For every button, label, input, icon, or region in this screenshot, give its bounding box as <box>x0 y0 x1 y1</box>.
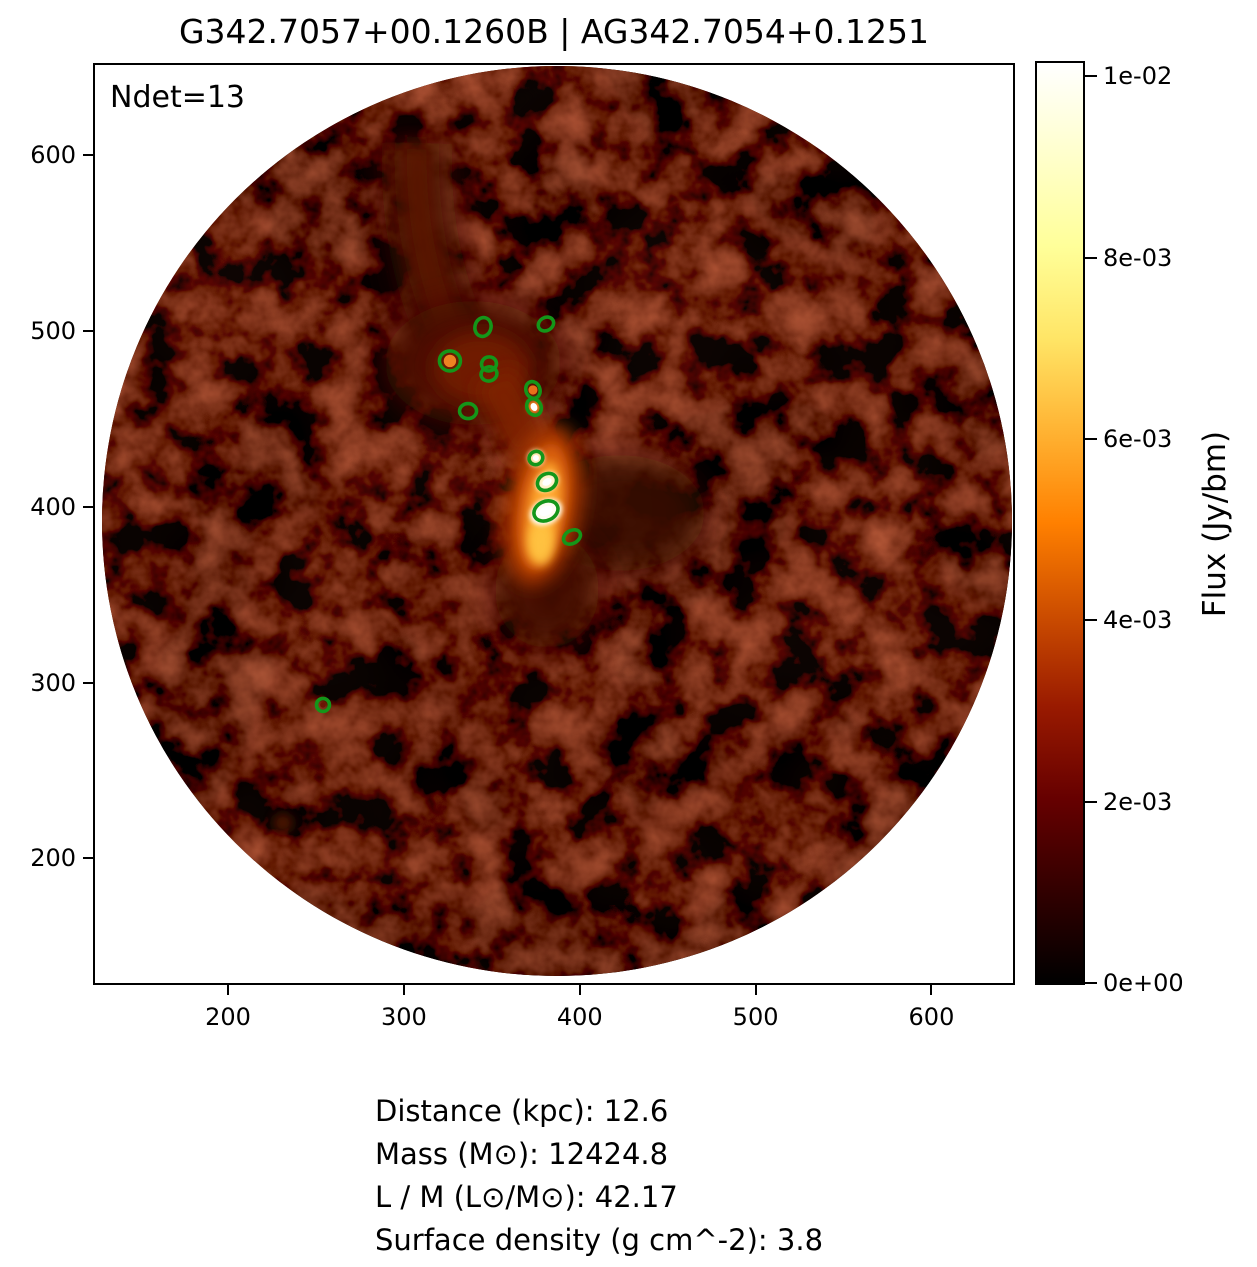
x-axis-tick <box>578 985 581 995</box>
bridge-glow <box>472 364 553 464</box>
colorbar-tick-label: 6e-03 <box>1103 424 1173 453</box>
detection-core <box>320 702 326 708</box>
detection-ellipse <box>314 696 332 714</box>
y-axis-tick-label: 300 <box>30 668 76 697</box>
x-axis-tick <box>227 985 229 995</box>
y-axis-tick <box>83 505 93 508</box>
info-line-surface-density: Surface density (g cm^-2): 3.8 <box>375 1223 824 1257</box>
y-axis-tick-label: 400 <box>30 492 76 521</box>
detection-ellipse <box>479 365 499 383</box>
colorbar-tick-label: 0e+00 <box>1103 969 1184 997</box>
detection-ellipse <box>524 396 544 418</box>
detection-overlay <box>314 315 583 714</box>
x-axis-tick-label: 300 <box>380 1003 427 1031</box>
y-axis-tick-label: 500 <box>30 316 76 345</box>
detection-ellipse <box>527 449 545 467</box>
colorbar-tick <box>1085 75 1097 78</box>
colorbar-tick <box>1085 256 1097 259</box>
y-axis-tick <box>83 857 93 860</box>
detection-core <box>532 455 539 462</box>
y-axis-tick <box>83 154 93 156</box>
detection-ellipse <box>457 401 479 421</box>
flux-map-plot <box>93 63 1015 985</box>
x-axis-tick-label: 400 <box>556 1003 603 1031</box>
colorbar-axis-label: Flux (Jy/bm) <box>1197 430 1233 618</box>
info-line-mass: Mass (M⊙): 12424.8 <box>375 1137 669 1171</box>
colorbar-tick <box>1085 982 1097 984</box>
detection-core <box>530 402 538 412</box>
x-axis-tick <box>930 985 933 995</box>
x-axis-tick-label: 600 <box>908 1003 955 1031</box>
detection-ellipse <box>437 349 463 373</box>
detection-core <box>443 354 457 368</box>
detection-ellipse <box>535 471 559 493</box>
detection-ellipse <box>479 355 499 373</box>
y-axis-tick-label: 200 <box>30 844 76 873</box>
detection-ellipse <box>536 315 556 333</box>
y-axis-tick <box>83 681 93 684</box>
source-info-block: Distance (kpc): 12.6 Mass (M⊙): 12424.8 … <box>375 1090 823 1262</box>
detection-core <box>539 505 553 517</box>
colorbar-tick-label: 1e-02 <box>1103 62 1173 91</box>
detection-ellipse <box>532 499 560 523</box>
x-axis-tick <box>402 985 405 995</box>
colorbar <box>1035 61 1085 985</box>
y-axis-tick-label: 600 <box>30 141 76 169</box>
x-axis-tick-label: 500 <box>732 1003 779 1031</box>
detection-core <box>542 478 552 486</box>
page-title: G342.7057+00.1260B | AG342.7054+0.1251 <box>178 12 930 51</box>
y-axis-tick <box>83 329 93 332</box>
fov-clip-group <box>102 66 1012 976</box>
info-line-l-over-m: L / M (L⊙/M⊙): 42.17 <box>375 1180 678 1214</box>
colorbar-tick <box>1085 437 1097 440</box>
info-line-distance: Distance (kpc): 12.6 <box>375 1094 669 1128</box>
x-axis-tick-label: 200 <box>205 1003 251 1031</box>
detection-ellipse <box>473 315 493 339</box>
colorbar-tick <box>1085 619 1097 622</box>
colorbar-tick-label: 8e-03 <box>1103 243 1173 272</box>
chain-tail-glow <box>528 521 554 565</box>
faint-southwest-blob <box>273 813 293 833</box>
detection-core <box>528 385 538 395</box>
ndet-annotation: Ndet=13 <box>110 80 246 115</box>
colorbar-tick-label: 4e-03 <box>1103 606 1173 635</box>
detection-ellipse <box>561 527 583 546</box>
fov-image <box>102 66 1012 976</box>
x-axis-tick <box>754 985 757 995</box>
colorbar-tick <box>1085 800 1097 803</box>
colorbar-tick-label: 2e-03 <box>1103 787 1173 816</box>
